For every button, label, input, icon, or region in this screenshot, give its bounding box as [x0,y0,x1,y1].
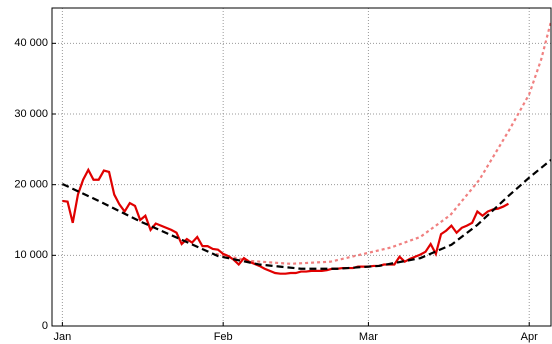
y-tick-label: 40 000 [14,37,48,49]
x-tick-label: Apr [521,331,538,343]
x-tick-label: Mar [359,331,378,343]
series-line [215,21,551,265]
y-tick-label: 10 000 [14,249,48,261]
y-tick-label: 20 000 [14,179,48,191]
series-line [62,167,509,275]
series-line [61,159,551,270]
plot-frame [51,7,552,327]
y-tick-label: 0 [42,320,48,332]
y-tick-label: 30 000 [14,108,48,120]
x-tick-label: Feb [214,331,233,343]
x-tick-label: Jan [53,331,71,343]
